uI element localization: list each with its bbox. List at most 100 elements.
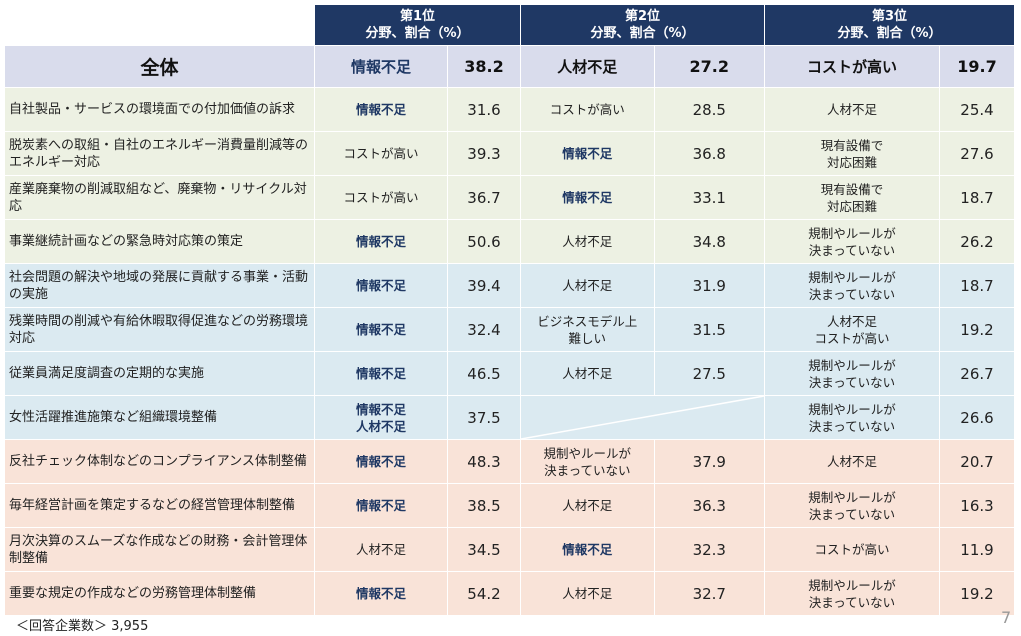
total-rank3-category: コストが高い [764,45,940,88]
header-rank3: 第3位 分野、割合（%） [764,4,1015,46]
item-label: 従業員満足度調査の定期的な実施 [4,351,315,396]
rank1-value: 34.5 [447,527,521,572]
rank1-value: 36.7 [447,175,521,220]
rank2-value: 31.9 [653,263,766,308]
item-label: 毎年経営計画を策定するなどの経営管理体制整備 [4,483,315,528]
rank3-category: 現有設備で 対応困難 [764,131,940,176]
category-line: 情報不足 [355,401,406,417]
header-rank3-sub: 分野、割合（%） [837,26,942,41]
category-line: 規制やルールが [808,401,896,417]
rank3-category: 規制やルールが 決まっていない [764,395,940,440]
rank3-value: 26.7 [939,351,1015,396]
rank1-category: 人材不足 [314,527,448,572]
rank1-value: 32.4 [447,307,521,352]
rank3-category: 規制やルールが 決まっていない [764,483,940,528]
total-rank1-value: 38.2 [447,45,521,88]
category-line: 情報不足 [355,278,406,293]
category-line: コストが高い [814,330,890,346]
rank3-category: 人材不足 [764,87,940,132]
category-line: 現有設備で [820,137,884,153]
item-label: 月次決算のスムーズな作成などの財務・会計管理体制整備 [4,527,315,572]
category-line: 決まっていない [808,418,896,434]
table-row: 脱炭素への取組・自社のエネルギー消費量削減等のエネルギー対応 コストが高い 39.3… [4,131,1015,176]
total-rank1-category: 情報不足 [314,45,448,88]
table-row: 残業時間の削減や有給休暇取得促進などの労務環境対応 情報不足 32.4 ビジネスモデル… [4,307,1015,352]
rank1-value: 31.6 [447,87,521,132]
header-rank2-sub: 分野、割合（%） [590,26,695,41]
rank3-category: 規制やルールが 決まっていない [764,219,940,264]
category-line: 情報不足 [355,586,406,601]
rank3-value: 18.7 [939,175,1015,220]
rank2-category: 情報不足 [520,527,655,572]
total-rank3-value: 19.7 [939,45,1015,88]
table-row: 従業員満足度調査の定期的な実施 情報不足 46.5 人材不足 27.5 規制やルールが 決ま… [4,351,1015,396]
category-line: 人材不足 [562,366,613,381]
rank3-category: 規制やルールが 決まっていない [764,351,940,396]
table-row: 月次決算のスムーズな作成などの財務・会計管理体制整備 人材不足 34.5 情報不足 32… [4,527,1015,572]
category-line: 情報不足 [355,498,406,513]
category-line: 人材不足 [562,278,613,293]
category-line: ビジネスモデル上 [537,313,638,329]
category-line: 人材不足 [562,234,613,249]
item-label: 社会問題の解決や地域の発展に貢献する事業・活動の実施 [4,263,315,308]
rank2-value: 32.7 [653,571,766,616]
rank2-category: ビジネスモデル上 難しい [520,307,655,352]
rank1-value: 39.3 [447,131,521,176]
header-rank1: 第1位 分野、割合（%） [314,4,521,46]
rank3-category: コストが高い [764,527,940,572]
category-line: 規制やルールが [808,357,896,373]
diagonal-slash-icon [521,396,764,439]
rank1-category: 情報不足 人材不足 [314,395,448,440]
rank3-value: 19.2 [939,307,1015,352]
item-label: 女性活躍推進施策など組織環境整備 [4,395,315,440]
category-line: 情報不足 [562,542,613,557]
category-line: 情報不足 [355,102,406,117]
item-label: 残業時間の削減や有給休暇取得促進などの労務環境対応 [4,307,315,352]
rank2-category: 規制やルールが 決まっていない [520,439,655,484]
rank3-value: 16.3 [939,483,1015,528]
rank1-category: 情報不足 [314,483,448,528]
category-line: 人材不足 [355,542,406,557]
rank3-value: 27.6 [939,131,1015,176]
item-label: 脱炭素への取組・自社のエネルギー消費量削減等のエネルギー対応 [4,131,315,176]
table-row: 自社製品・サービスの環境面での付加価値の訴求 情報不足 31.6 コストが高い 28.5… [4,87,1015,132]
rank2-category: 人材不足 [520,483,655,528]
category-line: 決まっていない [808,594,896,610]
rank2-empty-cell [520,395,765,440]
category-line: 情報不足 [562,190,613,205]
rank2-value: 33.1 [653,175,766,220]
category-line: 人材不足 [562,586,613,601]
header-rank1-title: 第1位 [399,9,436,24]
rank1-category: 情報不足 [314,571,448,616]
header-rank2: 第2位 分野、割合（%） [520,4,765,46]
table-row: 事業継続計画などの緊急時対応策の策定 情報不足 50.6 人材不足 34.8 規制やルール… [4,219,1015,264]
rank1-category: 情報不足 [314,351,448,396]
category-line: 対応困難 [826,198,877,214]
rank3-value: 25.4 [939,87,1015,132]
rank2-value: 31.5 [653,307,766,352]
rank3-category: 人材不足 コストが高い [764,307,940,352]
rank2-category: 人材不足 [520,219,655,264]
category-line: 規制やルールが [808,489,896,505]
category-line: コストが高い [343,190,419,205]
rank2-value: 32.3 [653,527,766,572]
category-line: 人材不足 [562,498,613,513]
rank1-category: 情報不足 [314,219,448,264]
category-line: 人材不足 [826,102,877,117]
rank2-category: 人材不足 [520,263,655,308]
header-rank2-title: 第2位 [624,9,661,24]
category-line: 対応困難 [826,154,877,170]
rank1-value: 54.2 [447,571,521,616]
rank1-value: 39.4 [447,263,521,308]
rank2-value: 34.8 [653,219,766,264]
rank1-value: 50.6 [447,219,521,264]
respondent-count: ＜回答企業数＞ 3,955 [16,619,149,634]
rank1-category: 情報不足 [314,439,448,484]
category-line: 決まっていない [808,286,896,302]
category-line: 現有設備で [820,181,884,197]
category-line: 決まっていない [544,462,631,478]
rank1-category: 情報不足 [314,87,448,132]
rank1-value: 48.3 [447,439,521,484]
rank2-value: 37.9 [653,439,766,484]
category-line: 人材不足 [826,454,877,469]
